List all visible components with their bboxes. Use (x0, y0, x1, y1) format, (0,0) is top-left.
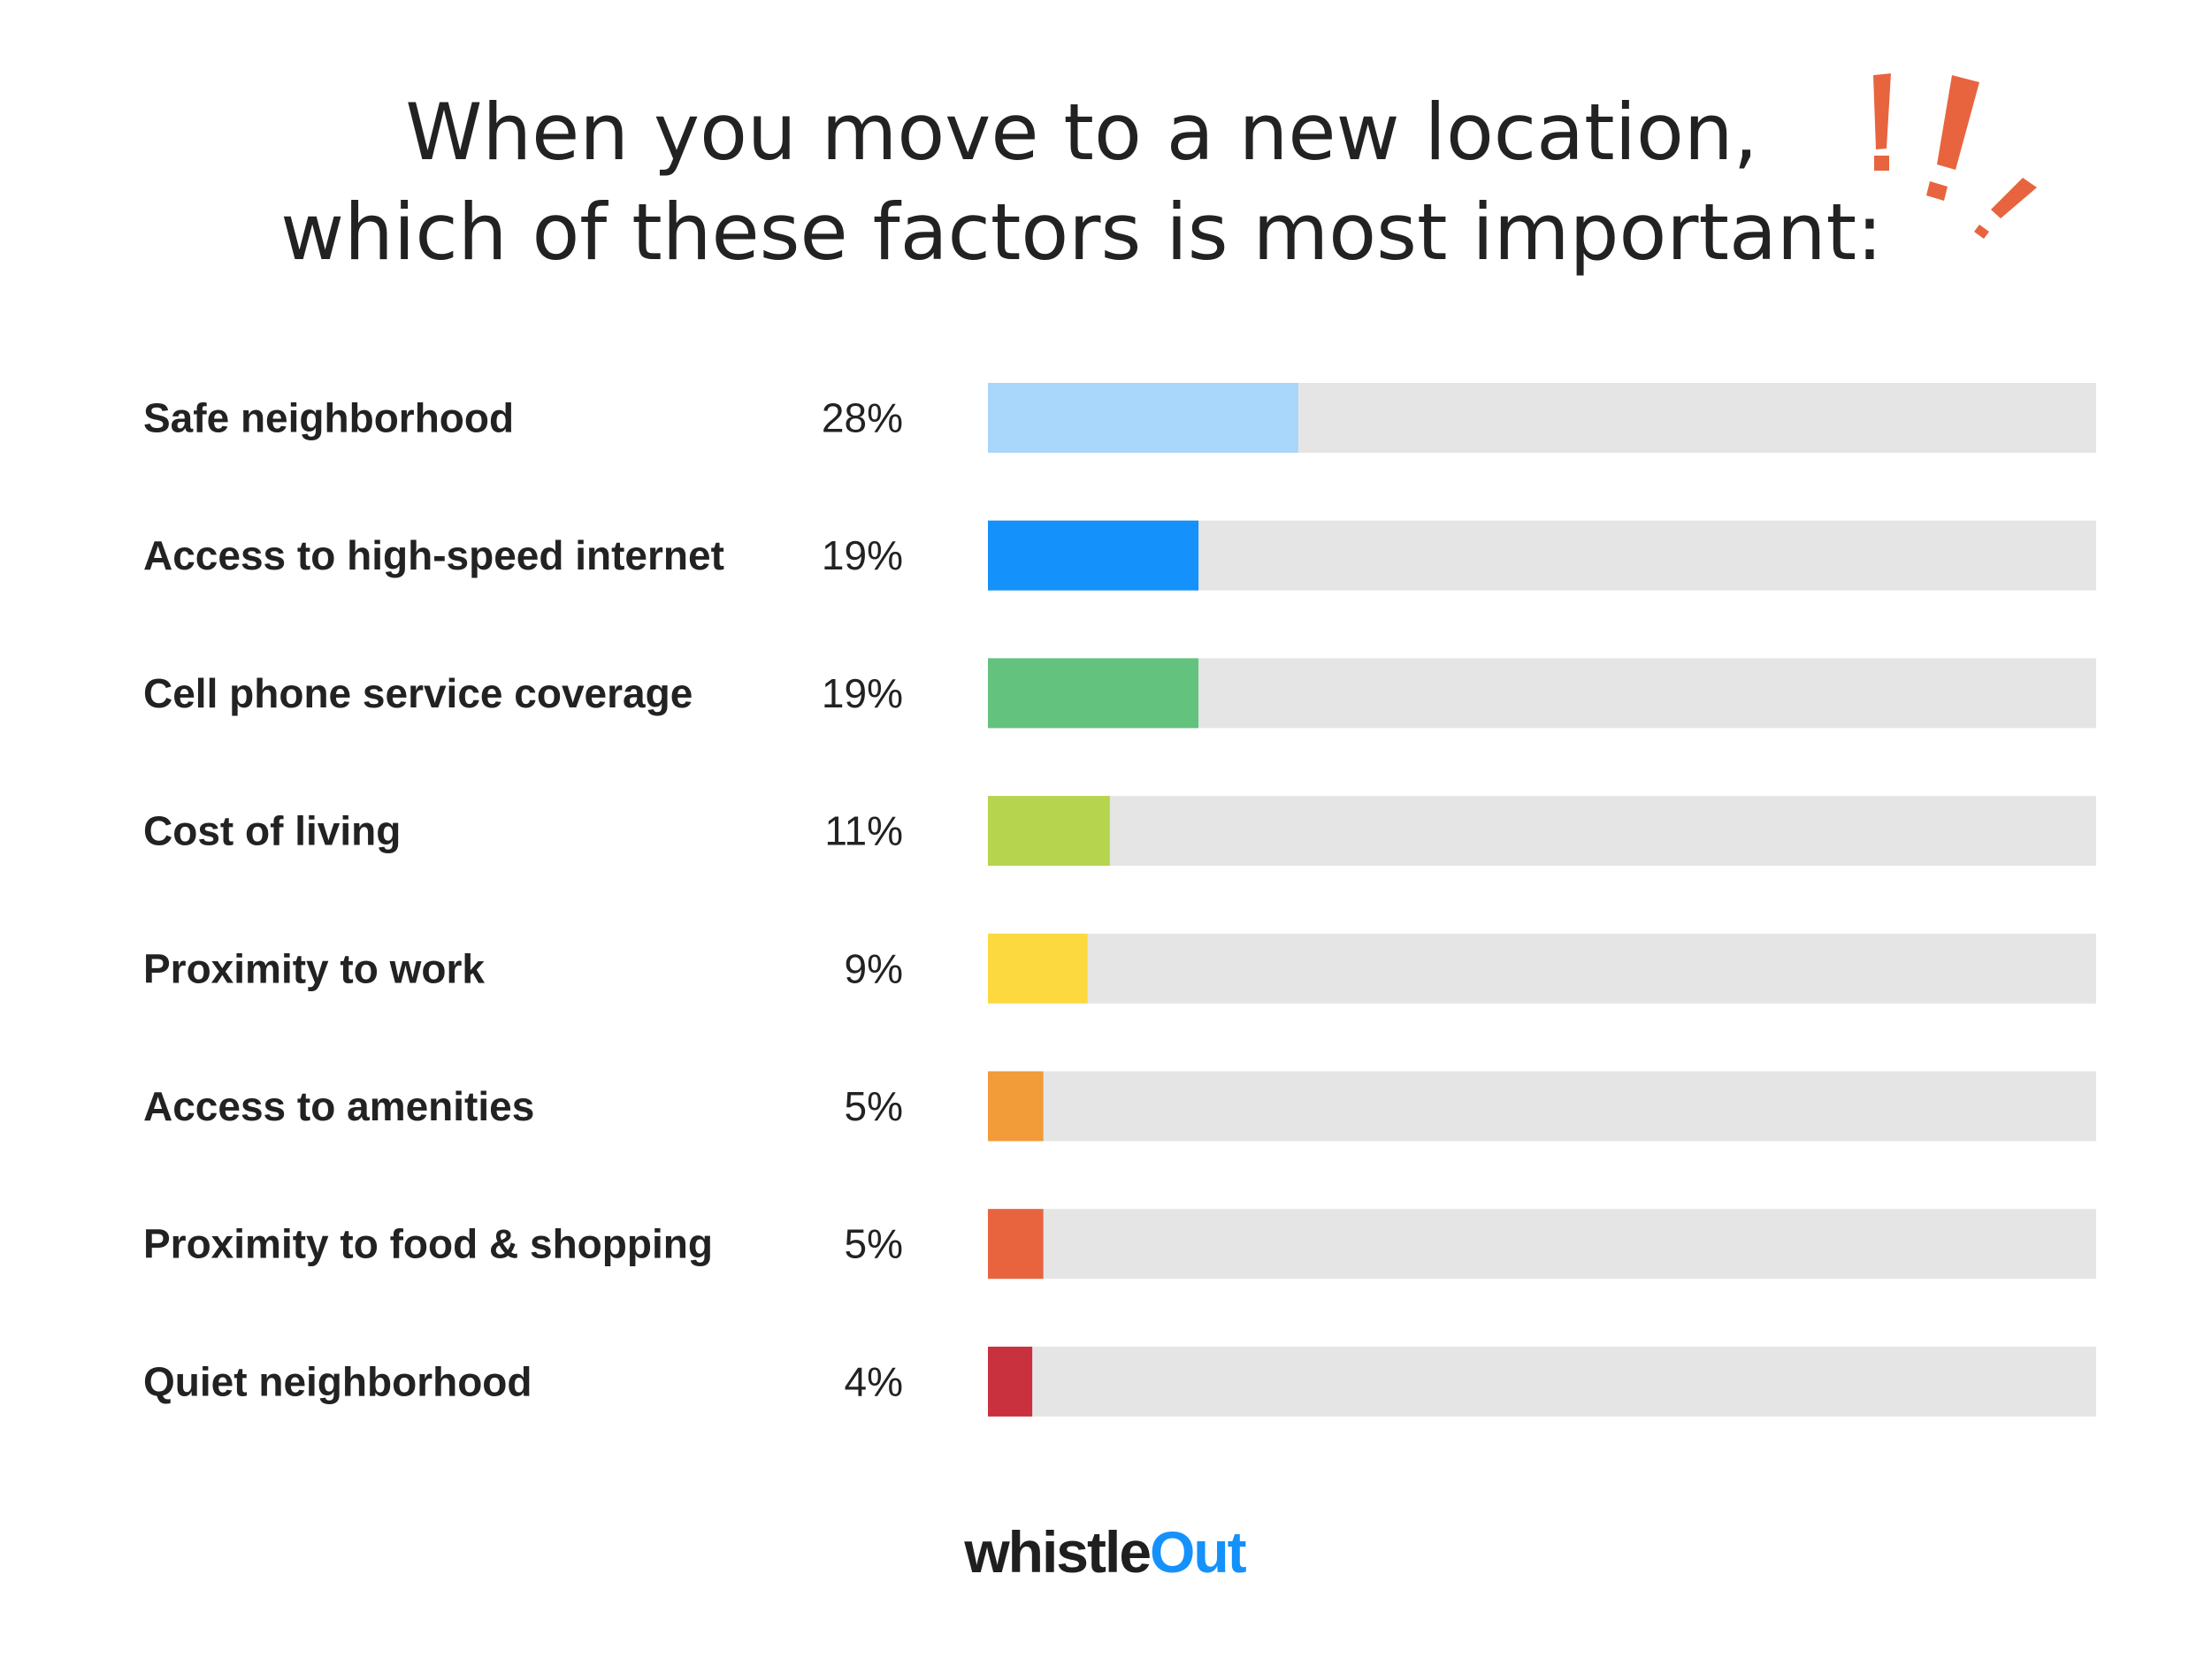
exclamation-right-bar (1937, 75, 1979, 170)
category-label: Proximity to food & shopping (143, 1221, 713, 1267)
brand-logo: whistleOut (963, 1519, 1248, 1585)
bar-row: Access to high-speed internet 19% (143, 520, 2096, 591)
exclamation-left-bar (1873, 73, 1891, 149)
title-line-2: which of these factors is most important… (280, 187, 1883, 278)
exclamation-left-dot (1874, 156, 1889, 171)
category-label: Safe neighborhood (143, 395, 514, 441)
value-label: 28% (822, 395, 903, 441)
bar (988, 658, 1199, 729)
bar (988, 796, 1110, 867)
bar-row: Proximity to food & shopping 5% (143, 1209, 2096, 1280)
bar (988, 1071, 1044, 1142)
bar (988, 383, 1298, 453)
title-line-1: When you move to a new location, (405, 87, 1757, 178)
logo-wordmark: whistleOut (963, 1519, 1246, 1585)
bar (988, 1346, 1033, 1417)
exclamation-marks-icon (1873, 73, 2037, 239)
value-label: 9% (845, 945, 903, 991)
chart-title: When you move to a new location, which o… (280, 87, 1883, 278)
bar-row: Quiet neighborhood 4% (143, 1346, 2096, 1417)
bar-row: Proximity to work 9% (143, 933, 2096, 1004)
category-label: Quiet neighborhood (143, 1358, 532, 1404)
category-label: Proximity to work (143, 945, 485, 991)
bar (988, 933, 1088, 1004)
bar-rows: Safe neighborhood 28% Access to high-speed… (143, 383, 2096, 1417)
bar-row: Cell phone service coverage 19% (143, 658, 2096, 729)
category-label: Cost of living (143, 808, 401, 854)
bar (988, 520, 1199, 591)
exclamation-right-dot (1926, 181, 1948, 201)
value-label: 19% (822, 670, 903, 716)
category-label: Access to high-speed internet (143, 532, 724, 578)
bar-track (988, 1071, 2096, 1142)
logo-part-whistle: whistle (963, 1519, 1150, 1585)
value-label: 5% (845, 1221, 903, 1267)
logo-part-out: Out (1150, 1519, 1247, 1585)
bar (988, 1209, 1044, 1280)
category-label: Cell phone service coverage (143, 670, 693, 716)
value-label: 5% (845, 1083, 903, 1129)
value-label: 11% (824, 808, 903, 854)
bar-track (988, 1346, 2096, 1417)
category-label: Access to amenities (143, 1083, 534, 1129)
bar-track (988, 933, 2096, 1004)
bar-track (988, 1209, 2096, 1280)
bar-row: Cost of living 11% (143, 796, 2096, 867)
bar-row: Safe neighborhood 28% (143, 383, 2096, 453)
value-label: 19% (822, 532, 903, 578)
bar-row: Access to amenities 5% (143, 1071, 2096, 1142)
exclamation-small-bar (1991, 178, 2037, 218)
exclamation-small-dot (1974, 225, 1989, 239)
bar-track (988, 796, 2096, 867)
value-label: 4% (845, 1358, 903, 1404)
